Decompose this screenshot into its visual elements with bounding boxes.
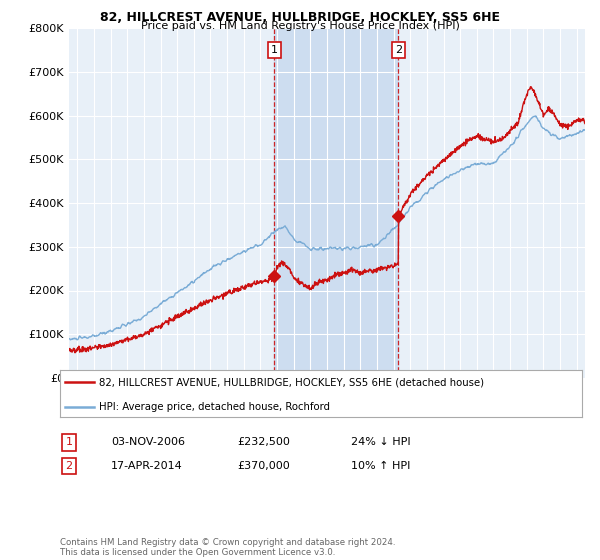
Text: 17-APR-2014: 17-APR-2014 xyxy=(111,461,183,471)
Text: 10% ↑ HPI: 10% ↑ HPI xyxy=(351,461,410,471)
Text: 03-NOV-2006: 03-NOV-2006 xyxy=(111,437,185,447)
Text: 2: 2 xyxy=(65,461,73,471)
Text: 82, HILLCREST AVENUE, HULLBRIDGE, HOCKLEY, SS5 6HE (detached house): 82, HILLCREST AVENUE, HULLBRIDGE, HOCKLE… xyxy=(99,377,484,388)
Text: 1: 1 xyxy=(65,437,73,447)
Text: 82, HILLCREST AVENUE, HULLBRIDGE, HOCKLEY, SS5 6HE: 82, HILLCREST AVENUE, HULLBRIDGE, HOCKLE… xyxy=(100,11,500,24)
Text: £370,000: £370,000 xyxy=(237,461,290,471)
Text: 24% ↓ HPI: 24% ↓ HPI xyxy=(351,437,410,447)
Text: Contains HM Land Registry data © Crown copyright and database right 2024.
This d: Contains HM Land Registry data © Crown c… xyxy=(60,538,395,557)
Text: 2: 2 xyxy=(395,45,402,55)
Text: £232,500: £232,500 xyxy=(237,437,290,447)
Text: Price paid vs. HM Land Registry's House Price Index (HPI): Price paid vs. HM Land Registry's House … xyxy=(140,21,460,31)
Text: 1: 1 xyxy=(271,45,278,55)
Text: HPI: Average price, detached house, Rochford: HPI: Average price, detached house, Roch… xyxy=(99,402,330,412)
Bar xyxy=(274,28,398,378)
